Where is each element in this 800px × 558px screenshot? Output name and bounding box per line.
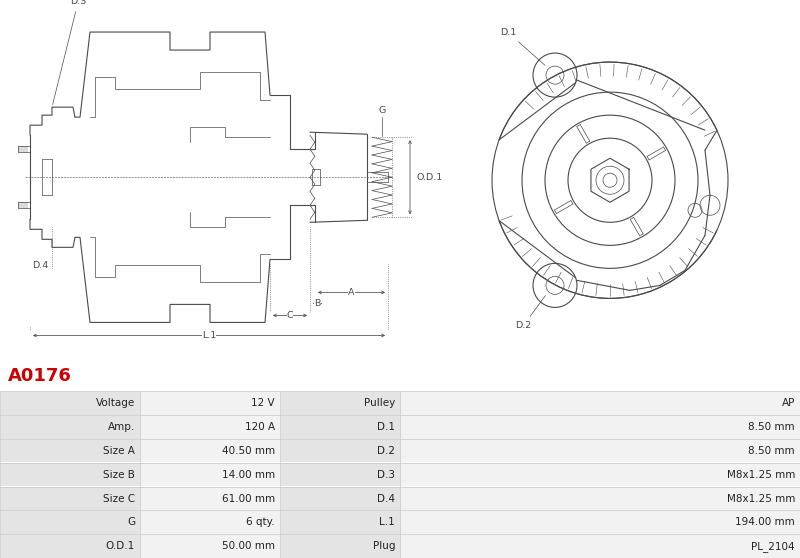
Bar — [1, 392, 139, 415]
Bar — [401, 511, 799, 533]
Text: 12 V: 12 V — [251, 398, 275, 408]
Bar — [141, 487, 279, 510]
Bar — [1, 511, 139, 533]
Text: Pulley: Pulley — [364, 398, 395, 408]
Text: Size C: Size C — [103, 493, 135, 503]
Text: G: G — [127, 517, 135, 527]
Text: C: C — [286, 311, 294, 320]
Bar — [281, 487, 399, 510]
Bar — [1, 487, 139, 510]
Bar — [281, 440, 399, 463]
Text: Plug: Plug — [373, 541, 395, 551]
Bar — [281, 416, 399, 439]
Text: A0176: A0176 — [8, 368, 72, 386]
Text: D.2: D.2 — [377, 446, 395, 456]
Text: L.1: L.1 — [202, 331, 216, 340]
Bar — [141, 392, 279, 415]
Bar — [401, 440, 799, 463]
Text: Size B: Size B — [103, 470, 135, 480]
Text: M8x1.25 mm: M8x1.25 mm — [726, 493, 795, 503]
Text: O.D.1: O.D.1 — [106, 541, 135, 551]
Text: D.1: D.1 — [500, 28, 545, 65]
Text: D.3: D.3 — [53, 0, 86, 104]
Text: L.1: L.1 — [379, 517, 395, 527]
Bar — [1, 535, 139, 557]
Bar — [281, 535, 399, 557]
Text: 194.00 mm: 194.00 mm — [735, 517, 795, 527]
Bar — [1, 416, 139, 439]
Bar — [401, 416, 799, 439]
Bar — [281, 392, 399, 415]
Text: 6 qty.: 6 qty. — [246, 517, 275, 527]
Text: 8.50 mm: 8.50 mm — [748, 446, 795, 456]
Text: D.4: D.4 — [377, 493, 395, 503]
Bar — [141, 463, 279, 486]
Text: 120 A: 120 A — [245, 422, 275, 432]
Bar — [281, 463, 399, 486]
Text: 40.50 mm: 40.50 mm — [222, 446, 275, 456]
Text: B: B — [314, 299, 321, 308]
Text: A: A — [348, 288, 354, 297]
Bar — [401, 487, 799, 510]
Text: G: G — [378, 106, 386, 115]
Text: Voltage: Voltage — [96, 398, 135, 408]
Text: 61.00 mm: 61.00 mm — [222, 493, 275, 503]
Text: Size A: Size A — [103, 446, 135, 456]
Text: 50.00 mm: 50.00 mm — [222, 541, 275, 551]
Bar — [141, 440, 279, 463]
Text: D.2: D.2 — [515, 296, 546, 330]
Text: D.1: D.1 — [377, 422, 395, 432]
Bar — [401, 535, 799, 557]
Bar — [1, 463, 139, 486]
Bar — [141, 535, 279, 557]
Text: O.D.1: O.D.1 — [417, 173, 443, 182]
Bar — [1, 440, 139, 463]
Text: Amp.: Amp. — [108, 422, 135, 432]
Bar — [141, 416, 279, 439]
Bar — [401, 463, 799, 486]
Text: PL_2104: PL_2104 — [751, 541, 795, 551]
Text: M8x1.25 mm: M8x1.25 mm — [726, 470, 795, 480]
Text: AP: AP — [782, 398, 795, 408]
Bar — [281, 511, 399, 533]
Text: 8.50 mm: 8.50 mm — [748, 422, 795, 432]
Text: D.4: D.4 — [32, 261, 48, 270]
Text: 14.00 mm: 14.00 mm — [222, 470, 275, 480]
Text: D.3: D.3 — [377, 470, 395, 480]
Bar — [141, 511, 279, 533]
Bar — [401, 392, 799, 415]
